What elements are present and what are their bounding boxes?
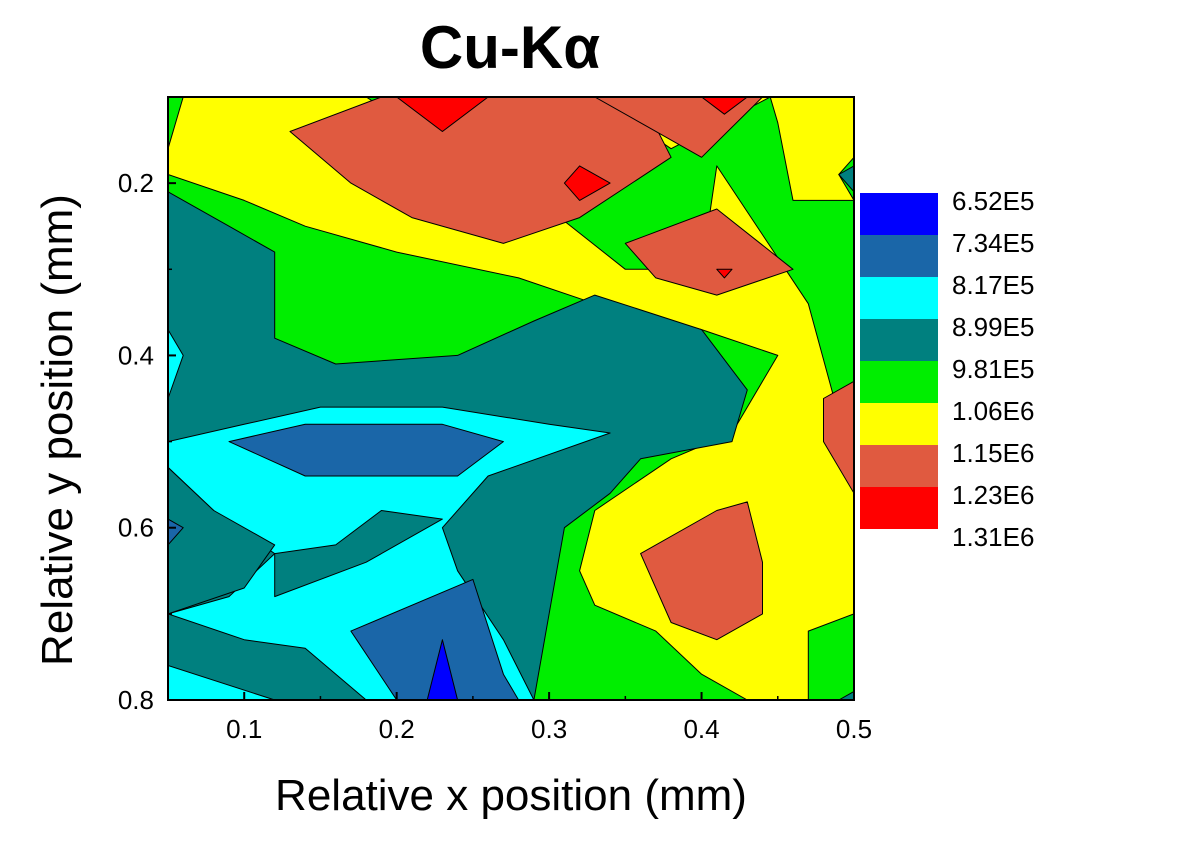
contour-region — [168, 613, 367, 700]
x-tick-label: 0.3 — [531, 714, 567, 744]
legend-swatch — [860, 361, 938, 403]
legend-label: 1.23E6 — [952, 480, 1034, 510]
legend-swatch — [860, 319, 938, 361]
x-axis: 0.1 0.2 0.3 0.4 0.5 — [167, 692, 872, 744]
legend-label: 1.06E6 — [952, 396, 1034, 426]
x-tick-label: 0.4 — [683, 714, 719, 744]
legend-swatch — [860, 193, 938, 235]
legend-label: 8.17E5 — [952, 270, 1034, 300]
x-tick-label: 0.1 — [226, 714, 262, 744]
contour-region — [274, 510, 443, 598]
legend-label: 6.52E5 — [952, 186, 1034, 216]
legend-swatch — [860, 487, 938, 529]
contour-region — [426, 639, 459, 700]
contour-region — [838, 165, 854, 193]
contour-region — [228, 423, 504, 477]
legend-label: 1.31E6 — [952, 522, 1034, 552]
contour-region — [396, 97, 489, 132]
x-axis-label: Relative x position (mm) — [275, 771, 747, 820]
legend-swatch — [860, 445, 938, 487]
legend-label: 8.99E5 — [952, 312, 1034, 342]
contour-region — [823, 380, 854, 494]
legend-swatch — [860, 403, 938, 445]
y-axis: 0.2 0.4 0.6 0.8 — [118, 168, 176, 715]
legend-label: 7.34E5 — [952, 228, 1034, 258]
chart-title: Cu-Kα — [420, 14, 600, 81]
legend-label: 1.15E6 — [952, 438, 1034, 468]
contour-region — [350, 578, 520, 700]
contour-region — [168, 518, 184, 546]
y-tick-label: 0.6 — [118, 513, 154, 543]
contour-region — [563, 165, 611, 201]
contour-region — [838, 690, 854, 700]
plot-frame — [167, 96, 855, 701]
contour-region — [624, 208, 794, 296]
color-legend: 6.52E5 7.34E5 8.17E5 8.99E5 9.81E5 1.06E6 1.15… — [860, 186, 1034, 552]
contour-region — [594, 97, 763, 158]
x-tick-label: 0.5 — [836, 714, 872, 744]
x-tick-label: 0.2 — [379, 714, 415, 744]
y-tick-label: 0.8 — [118, 685, 154, 715]
y-tick-label: 0.2 — [118, 168, 154, 198]
y-axis-label: Relative y position (mm) — [33, 194, 82, 666]
contour-region — [716, 268, 733, 279]
contour-region — [701, 97, 748, 115]
legend-swatch — [860, 235, 938, 277]
legend-swatch — [860, 277, 938, 319]
legend-label: 9.81E5 — [952, 354, 1034, 384]
contour-region — [168, 466, 276, 615]
contour-region — [640, 501, 763, 641]
contour-regions — [168, 97, 854, 700]
y-tick-label: 0.4 — [118, 340, 154, 370]
